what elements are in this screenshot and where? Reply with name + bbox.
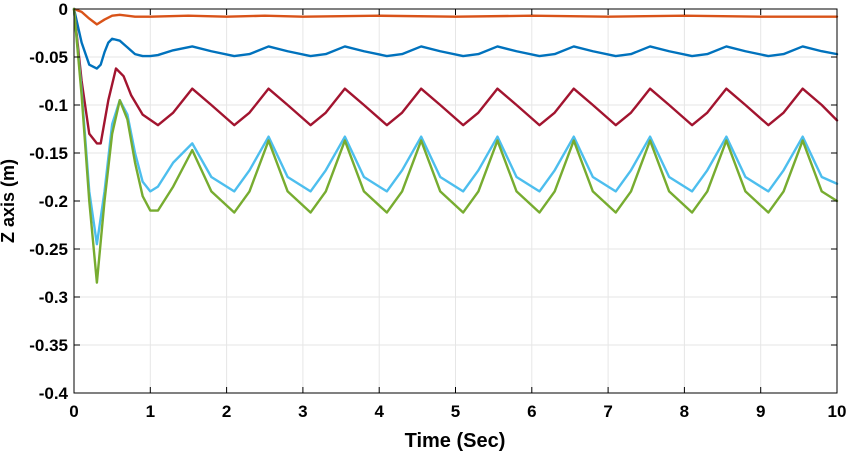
x-tick-label: 5 xyxy=(451,402,460,421)
x-tick-label: 9 xyxy=(756,402,765,421)
y-tick-label: 0 xyxy=(59,0,68,19)
y-tick-label: -0.4 xyxy=(39,384,69,403)
y-tick-label: -0.15 xyxy=(29,144,68,163)
series-line-3 xyxy=(72,7,839,145)
tick-labels: 0 1 2 3 4 5 6 7 8 9 10 0 -0.05 -0.1 -0.15 -0.2 -0.25 -0.3… xyxy=(29,0,846,421)
x-tick-label: 7 xyxy=(603,402,612,421)
axes-layer xyxy=(73,8,838,394)
series-line-1 xyxy=(72,7,839,26)
x-tick-label: 0 xyxy=(69,402,78,421)
y-axis-title: Z axis (m) xyxy=(0,159,18,243)
x-tick-label: 4 xyxy=(374,402,384,421)
x-tick-label: 2 xyxy=(222,402,231,421)
y-tick-label: -0.35 xyxy=(29,336,68,355)
data-series-layer xyxy=(72,7,839,284)
x-axis-title: Time (Sec) xyxy=(405,430,506,452)
x-tick-label: 6 xyxy=(527,402,536,421)
series-line-5 xyxy=(72,7,839,284)
x-tick-label: 8 xyxy=(680,402,689,421)
x-tick-label: 10 xyxy=(828,402,847,421)
series-line-4 xyxy=(72,7,839,246)
x-tick-label: 1 xyxy=(146,402,155,421)
y-tick-label: -0.05 xyxy=(29,48,68,67)
y-tick-label: -0.3 xyxy=(39,288,68,307)
x-tick-label: 3 xyxy=(298,402,307,421)
y-tick-label: -0.1 xyxy=(39,96,68,115)
series-line-2 xyxy=(72,7,839,70)
y-tick-label: -0.2 xyxy=(39,192,68,211)
y-tick-label: -0.25 xyxy=(29,240,68,259)
